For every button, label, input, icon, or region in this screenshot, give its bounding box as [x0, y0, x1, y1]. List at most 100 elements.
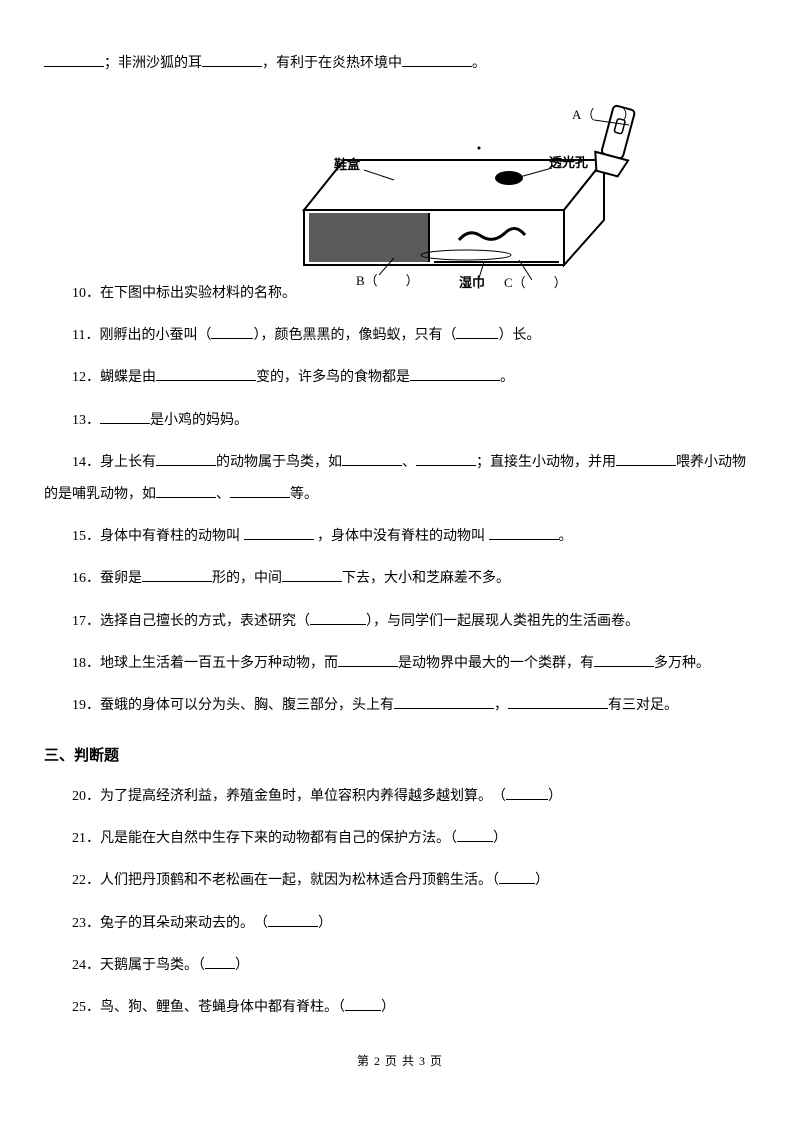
text: 是动物界中最大的一个类群，有 [398, 656, 594, 671]
page-number: 2 [374, 1054, 381, 1068]
blank [156, 449, 216, 465]
text: 形的，中间 [212, 571, 282, 586]
q24: 24．天鹅属于鸟类。（ ） [44, 950, 756, 982]
q19: 19．蚕蛾的身体可以分为头、胸、腹三部分，头上有，有三对足。 [44, 690, 756, 722]
text: ），颜色黑黑的，像蚂蚁，只有（ [253, 328, 456, 343]
blank [394, 692, 494, 708]
blank [156, 482, 216, 498]
text: 、 [216, 487, 230, 502]
text: ） [493, 831, 507, 846]
label-xiehe: 鞋盒 [334, 154, 360, 173]
blank [310, 610, 366, 625]
text: 12．蝴蝶是由 [72, 370, 156, 385]
text: 页 [426, 1054, 443, 1068]
blank [457, 827, 493, 842]
text: 变的，许多鸟的食物都是 [256, 370, 410, 385]
q15: 15．身体中有脊柱的动物叫 ，身体中没有脊柱的动物叫 。 [44, 521, 756, 553]
blank [142, 566, 212, 582]
q12: 12．蝴蝶是由 变的，许多鸟的食物都是 。 [44, 362, 756, 394]
blank [230, 482, 290, 498]
text: ） [318, 916, 332, 931]
blank [156, 365, 256, 381]
text: 。 [472, 56, 486, 71]
blank [211, 324, 253, 339]
text: 。 [500, 370, 514, 385]
q13: 13．是小鸡的妈妈。 [44, 405, 756, 437]
text: ） [235, 958, 249, 973]
blank [345, 996, 381, 1011]
label-B: B（） [356, 270, 419, 289]
page-root: ；非洲沙狐的耳，有利于在炎热环境中。 [0, 0, 800, 1089]
experiment-diagram: A（） 鞋盒 透光孔 B（） 湿巾 C（） [294, 90, 714, 300]
text: 。 [559, 529, 573, 544]
blank [268, 912, 318, 927]
text: 22．人们把丹顶鹤和不老松画在一起，就因为松林适合丹顶鹤生活。（ [72, 873, 499, 888]
page-total: 3 [419, 1054, 426, 1068]
blank [202, 51, 262, 67]
text: 21．凡是能在大自然中生存下来的动物都有自己的保护方法。（ [72, 831, 457, 846]
label-C: C（） [504, 272, 567, 291]
text: ，身体中没有脊柱的动物叫 [314, 529, 489, 544]
blank [594, 650, 654, 666]
blank [44, 51, 104, 67]
blank [499, 869, 535, 884]
text: 下去，大小和芝麻差不多。 [342, 571, 510, 586]
text: 第 [357, 1054, 374, 1068]
page-footer: 第 2 页 共 3 页 [44, 1052, 756, 1069]
blank [282, 566, 342, 582]
blank [416, 449, 476, 465]
text: ） [548, 789, 562, 804]
text: 15．身体中有脊柱的动物叫 [72, 529, 244, 544]
label-A: A（） [572, 104, 635, 123]
blank [506, 785, 548, 800]
top-fragment: ；非洲沙狐的耳 ，有利于在炎热环境中 。 [44, 48, 756, 80]
text: 14．身上长有 [72, 455, 156, 470]
blank [616, 449, 676, 465]
blank [338, 650, 398, 666]
text: 18．地球上生活着一百五十多万种动物，而 [72, 656, 338, 671]
text: ；非洲沙狐的耳 [104, 56, 202, 71]
blank [205, 954, 235, 969]
text: 的是哺乳动物，如 [44, 479, 156, 511]
q25: 25．鸟、狗、鲤鱼、苍蝇身体中都有脊柱。（ ） [44, 992, 756, 1024]
label-touguang: 透光孔 [549, 152, 588, 171]
text: 17．选择自己擅长的方式，表述研究（ [72, 614, 310, 629]
blank [456, 324, 498, 339]
blank [402, 51, 472, 67]
text: 、 [402, 455, 416, 470]
q23: 23．兔子的耳朵动来动去的。 （ ） [44, 908, 756, 940]
q20: 20．为了提高经济利益，养殖金鱼时，单位容积内养得越多越划算。 （ ） [44, 781, 756, 813]
text: ），与同学们一起展现人类祖先的生活画卷。 [366, 614, 639, 629]
q11: 11．刚孵出的小蚕叫（ ），颜色黑黑的，像蚂蚁，只有（ ）长。 [44, 320, 756, 352]
text: ） [381, 1000, 395, 1015]
label-shijin: 湿巾 [459, 272, 485, 291]
q17: 17．选择自己擅长的方式，表述研究（ ），与同学们一起展现人类祖先的生活画卷。 [44, 606, 756, 638]
text: ）长。 [498, 328, 540, 343]
blank [342, 449, 402, 465]
blank [410, 365, 500, 381]
text: 20．为了提高经济利益，养殖金鱼时，单位容积内养得越多越划算。 （ [72, 789, 506, 804]
text: 多万种。 [654, 656, 710, 671]
text: 24．天鹅属于鸟类。（ [72, 958, 205, 973]
q16: 16．蚕卵是 形的，中间 下去，大小和芝麻差不多。 [44, 563, 756, 595]
q10-text: 10．在下图中标出实验材料的名称。 [44, 282, 296, 302]
text: ；直接生小动物，并用 [476, 455, 616, 470]
q10-wrap: A（） 鞋盒 透光孔 B（） 湿巾 C（） 10．在下图中标出实验材料的名称。 [44, 90, 756, 310]
q22: 22．人们把丹顶鹤和不老松画在一起，就因为松林适合丹顶鹤生活。（） [44, 865, 756, 897]
text: 25．鸟、狗、鲤鱼、苍蝇身体中都有脊柱。（ [72, 1000, 345, 1015]
text: 的动物属于鸟类，如 [216, 455, 342, 470]
text: ， [494, 698, 508, 713]
text: 23．兔子的耳朵动来动去的。 （ [72, 916, 268, 931]
blank [508, 692, 608, 708]
blank [100, 407, 150, 423]
q21: 21．凡是能在大自然中生存下来的动物都有自己的保护方法。（ ） [44, 823, 756, 855]
text: 页 共 [381, 1054, 419, 1068]
text: 13． [72, 413, 100, 428]
text: 喂养小动物 [676, 455, 746, 470]
text: ，有利于在炎热环境中 [262, 56, 402, 71]
section-3-title: 三、判断题 [44, 744, 756, 765]
text: 11．刚孵出的小蚕叫（ [72, 328, 211, 343]
text: 19．蚕蛾的身体可以分为头、胸、腹三部分，头上有 [72, 698, 394, 713]
text: 16．蚕卵是 [72, 571, 142, 586]
blank [244, 524, 314, 540]
